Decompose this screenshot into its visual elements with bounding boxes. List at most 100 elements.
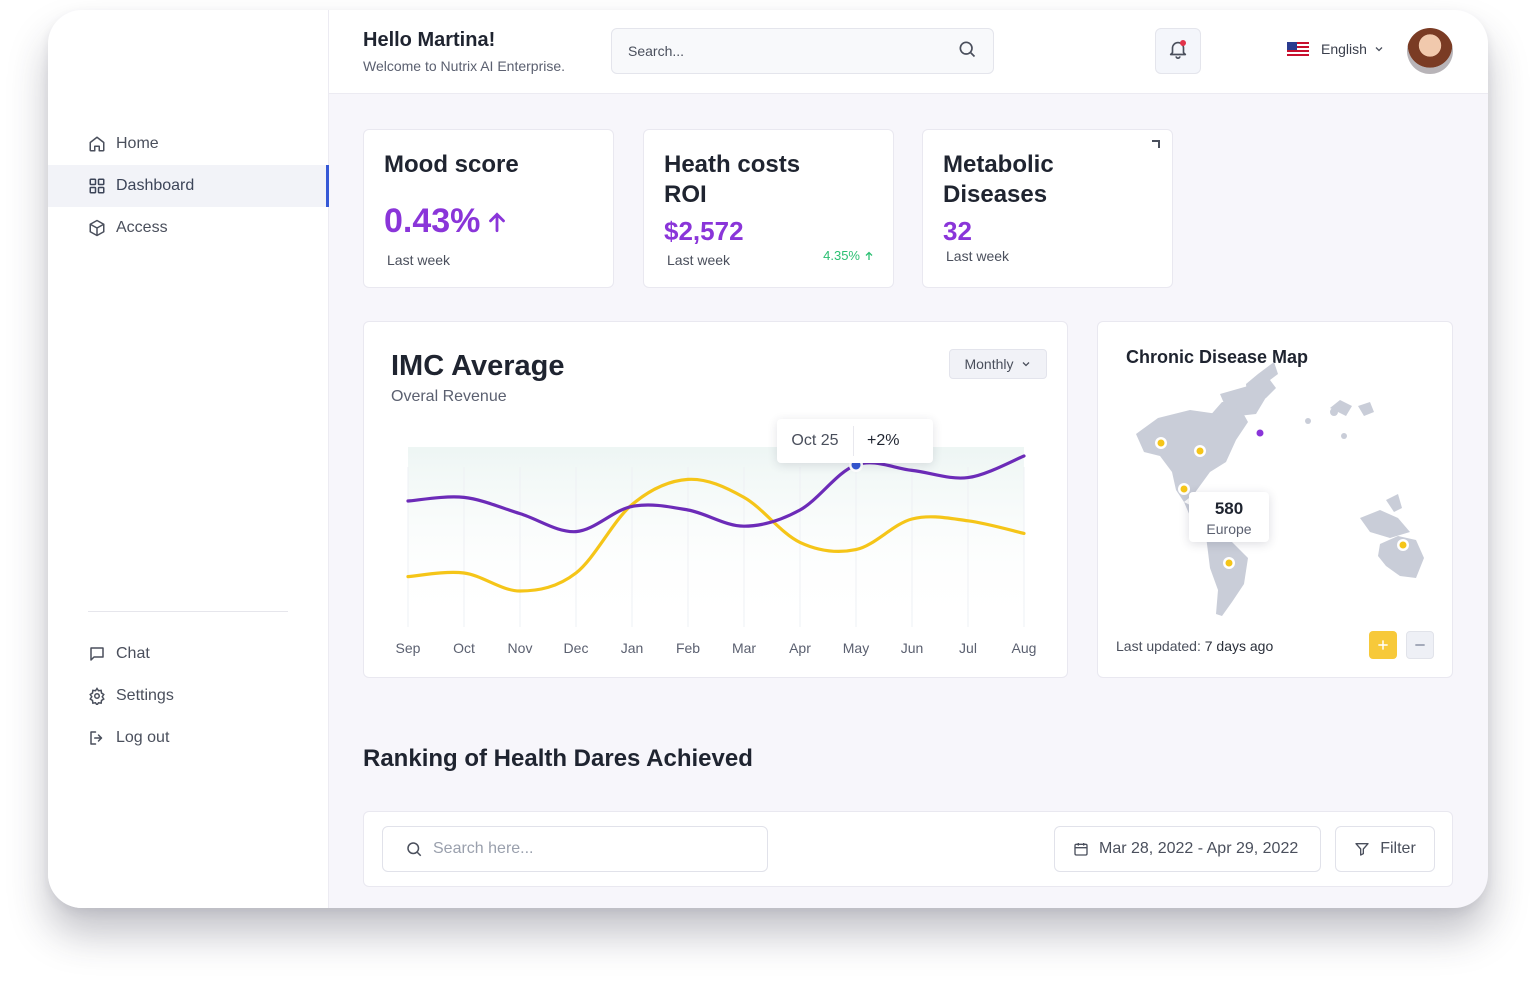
notification-dot bbox=[1180, 40, 1186, 46]
filter-button[interactable]: Filter bbox=[1335, 826, 1435, 872]
stat-value-text: 0.43% bbox=[384, 202, 481, 240]
language-selector[interactable]: English bbox=[1287, 41, 1385, 57]
chart-tooltip: Oct 25 +2% bbox=[777, 419, 933, 463]
x-tick-label: Nov bbox=[508, 640, 533, 656]
sidebar: Home Dashboard Access Chat Settings bbox=[48, 10, 329, 908]
sidebar-divider bbox=[88, 611, 288, 612]
sidebar-item-label: Dashboard bbox=[116, 177, 195, 194]
us-flag-icon bbox=[1287, 42, 1309, 56]
x-tick-label: Mar bbox=[732, 640, 756, 656]
sidebar-item-label: Settings bbox=[116, 687, 174, 704]
greeting-block: Hello Martina! Welcome to Nutrix AI Ente… bbox=[363, 29, 565, 74]
updated-label: Last updated: bbox=[1116, 638, 1201, 654]
cube-icon bbox=[88, 219, 106, 237]
sidebar-item-dashboard[interactable]: Dashboard bbox=[48, 165, 329, 207]
sidebar-item-chat[interactable]: Chat bbox=[48, 633, 329, 675]
map-tooltip: 580 Europe bbox=[1189, 492, 1269, 542]
imc-chart-card: IMC Average Overal Revenue Monthly Sep Oc… bbox=[363, 321, 1068, 678]
x-tick-label: Sep bbox=[396, 640, 421, 656]
stat-card-metabolic: Metabolic Diseases 32 Last week bbox=[922, 129, 1173, 288]
notifications-button[interactable] bbox=[1155, 28, 1201, 74]
date-range-label: Mar 28, 2022 - Apr 29, 2022 bbox=[1099, 840, 1299, 857]
x-tick-label: May bbox=[843, 640, 869, 656]
stat-value: 0.43% bbox=[384, 202, 510, 241]
sidebar-item-access[interactable]: Access bbox=[48, 207, 329, 249]
map-tooltip-region: Europe bbox=[1206, 521, 1252, 537]
x-tick-label: Dec bbox=[564, 640, 589, 656]
sidebar-item-label: Chat bbox=[116, 645, 150, 662]
stat-change: 4.35% bbox=[823, 248, 875, 263]
x-tick-label: Apr bbox=[789, 640, 811, 656]
series-line-yellow bbox=[406, 477, 1026, 593]
search-icon bbox=[405, 840, 423, 858]
chart-plot-area bbox=[408, 447, 1024, 627]
stat-title: Metabolic Diseases bbox=[943, 151, 1054, 208]
stat-subtitle: Last week bbox=[387, 252, 451, 268]
greeting-title: Hello Martina! bbox=[363, 29, 496, 51]
home-icon bbox=[88, 135, 106, 153]
chart-title: IMC Average bbox=[391, 350, 565, 382]
arrow-up-icon bbox=[484, 209, 510, 235]
stat-change-text: 4.35% bbox=[823, 248, 860, 263]
x-tick-label: Feb bbox=[676, 640, 700, 656]
ranking-title: Ranking of Health Dares Achieved bbox=[363, 745, 753, 772]
welcome-text: Welcome to Nutrix AI Enterprise. bbox=[363, 58, 566, 74]
series-line-purple bbox=[406, 454, 1026, 534]
gear-icon bbox=[88, 687, 106, 705]
chevron-down-icon bbox=[1373, 43, 1385, 55]
ranking-search-input[interactable] bbox=[433, 840, 733, 858]
world-map[interactable] bbox=[1098, 322, 1454, 679]
chevron-down-icon bbox=[1020, 358, 1032, 370]
period-dropdown[interactable]: Monthly bbox=[949, 349, 1047, 379]
ranking-toolbar: Mar 28, 2022 - Apr 29, 2022 Filter bbox=[363, 811, 1453, 887]
x-tick-label: Jul bbox=[959, 640, 977, 656]
language-label: English bbox=[1321, 41, 1367, 57]
sidebar-item-label: Home bbox=[116, 135, 159, 152]
ranking-search[interactable] bbox=[382, 826, 768, 872]
chat-icon bbox=[88, 645, 106, 663]
header-search[interactable] bbox=[611, 28, 994, 74]
avatar[interactable] bbox=[1407, 28, 1453, 74]
imc-line-chart: Sep Oct Nov Dec Jan Feb Mar Apr May Jun Jul Aug bbox=[396, 447, 1037, 656]
updated-value: 7 days ago bbox=[1204, 638, 1274, 654]
stat-title: Mood score bbox=[384, 151, 519, 178]
sidebar-item-logout[interactable]: Log out bbox=[48, 717, 329, 759]
date-range-picker[interactable]: Mar 28, 2022 - Apr 29, 2022 bbox=[1054, 826, 1321, 872]
search-input[interactable] bbox=[628, 43, 957, 59]
x-tick-label: Jun bbox=[901, 640, 924, 656]
plus-icon bbox=[1378, 640, 1388, 650]
stat-subtitle: Last week bbox=[667, 252, 731, 268]
period-label: Monthly bbox=[964, 356, 1014, 372]
x-tick-label: Aug bbox=[1012, 640, 1037, 656]
map-tooltip-value: 580 bbox=[1214, 499, 1244, 518]
expand-corner-icon[interactable] bbox=[1152, 140, 1160, 148]
stat-card-health-costs: Heath costs ROI $2,572 Last week 4.35% bbox=[643, 129, 894, 288]
zoom-in-button[interactable] bbox=[1369, 631, 1397, 659]
filter-label: Filter bbox=[1380, 840, 1416, 857]
top-header: Hello Martina! Welcome to Nutrix AI Ente… bbox=[329, 10, 1488, 94]
stat-title: Heath costs ROI bbox=[664, 151, 801, 208]
sidebar-item-label: Access bbox=[116, 219, 168, 236]
chronic-disease-map-card: Chronic Disease Map bbox=[1097, 321, 1453, 678]
tooltip-date: Oct 25 bbox=[777, 426, 854, 456]
map-last-updated: Last updated: 7 days ago bbox=[1116, 638, 1273, 654]
stat-value: $2,572 bbox=[664, 216, 744, 246]
search-icon[interactable] bbox=[957, 39, 977, 64]
minus-icon bbox=[1415, 644, 1425, 646]
map-title: Chronic Disease Map bbox=[1126, 347, 1309, 367]
chart-subtitle: Overal Revenue bbox=[391, 388, 507, 405]
zoom-out-button[interactable] bbox=[1406, 631, 1434, 659]
filter-icon bbox=[1354, 841, 1370, 857]
grid-icon bbox=[88, 177, 106, 195]
logout-icon bbox=[88, 729, 106, 747]
stat-subtitle: Last week bbox=[946, 248, 1010, 264]
sidebar-item-settings[interactable]: Settings bbox=[48, 675, 329, 717]
x-tick-label: Jan bbox=[621, 640, 644, 656]
tooltip-change: +2% bbox=[867, 432, 900, 449]
x-tick-label: Oct bbox=[453, 640, 475, 656]
stat-value: 32 bbox=[943, 216, 972, 246]
calendar-icon bbox=[1073, 841, 1089, 857]
app-window: Home Dashboard Access Chat Settings bbox=[48, 10, 1488, 908]
sidebar-item-label: Log out bbox=[116, 729, 170, 746]
sidebar-item-home[interactable]: Home bbox=[48, 123, 329, 165]
